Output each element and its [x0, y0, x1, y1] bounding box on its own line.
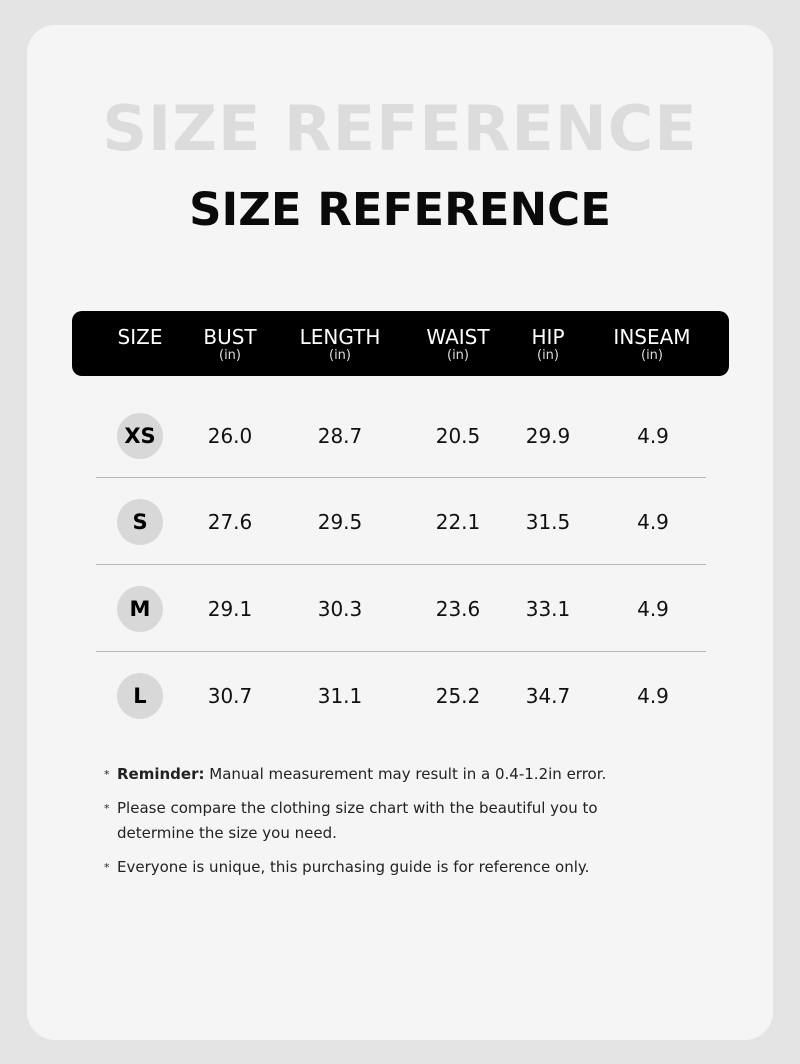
inseam-cell: 4.9	[637, 684, 669, 708]
inseam-cell: 4.9	[637, 510, 669, 534]
size-badge: S	[117, 499, 163, 545]
waist-cell: 22.1	[435, 510, 481, 534]
header-hip: HIP (in)	[531, 325, 565, 363]
table-row: S 27.6 29.5 22.1 31.5 4.9	[0, 499, 800, 545]
notes: * Reminder: Manual measurement may result…	[104, 762, 644, 889]
length-cell: 30.3	[317, 597, 363, 621]
reminder-label: Reminder:	[117, 765, 205, 783]
note-text: Everyone is unique, this purchasing guid…	[117, 858, 590, 876]
table-header: SIZE BUST (in) LENGTH (in) WAIST (in) HIP (i…	[72, 311, 729, 376]
header-size: SIZE	[117, 325, 163, 349]
waist-cell: 23.6	[435, 597, 481, 621]
bust-cell: 29.1	[207, 597, 253, 621]
star-bullet-icon: *	[104, 768, 110, 781]
row-divider	[96, 477, 706, 478]
table-row: XS 26.0 28.7 20.5 29.9 4.9	[0, 413, 800, 459]
length-cell: 29.5	[317, 510, 363, 534]
size-badge: L	[117, 673, 163, 719]
header-waist: WAIST (in)	[426, 325, 490, 363]
page-title: SIZE REFERENCE	[189, 183, 611, 236]
table-row: M 29.1 30.3 23.6 33.1 4.9	[0, 586, 800, 632]
bust-cell: 26.0	[207, 424, 253, 448]
length-cell: 31.1	[317, 684, 363, 708]
header-length: LENGTH (in)	[299, 325, 381, 363]
hip-cell: 31.5	[525, 510, 571, 534]
note-reminder: * Reminder: Manual measurement may result…	[104, 762, 644, 787]
waist-cell: 20.5	[435, 424, 481, 448]
star-bullet-icon: *	[104, 802, 110, 815]
star-bullet-icon: *	[104, 861, 110, 874]
inseam-cell: 4.9	[637, 597, 669, 621]
row-divider	[96, 564, 706, 565]
hip-cell: 33.1	[525, 597, 571, 621]
title-watermark: SIZE REFERENCE	[102, 92, 698, 165]
row-divider	[96, 651, 706, 652]
header-inseam: INSEAM (in)	[613, 325, 691, 363]
note-compare: * Please compare the clothing size chart …	[104, 796, 644, 846]
note-unique: * Everyone is unique, this purchasing gui…	[104, 855, 644, 880]
waist-cell: 25.2	[435, 684, 481, 708]
inseam-cell: 4.9	[637, 424, 669, 448]
header-bust: BUST (in)	[203, 325, 257, 363]
table-row: L 30.7 31.1 25.2 34.7 4.9	[0, 673, 800, 719]
bust-cell: 30.7	[207, 684, 253, 708]
note-text: Please compare the clothing size chart w…	[117, 799, 598, 842]
size-badge: M	[117, 586, 163, 632]
bust-cell: 27.6	[207, 510, 253, 534]
length-cell: 28.7	[317, 424, 363, 448]
hip-cell: 29.9	[525, 424, 571, 448]
reminder-text: Manual measurement may result in a 0.4-1…	[204, 765, 607, 783]
hip-cell: 34.7	[525, 684, 571, 708]
size-badge: XS	[117, 413, 163, 459]
